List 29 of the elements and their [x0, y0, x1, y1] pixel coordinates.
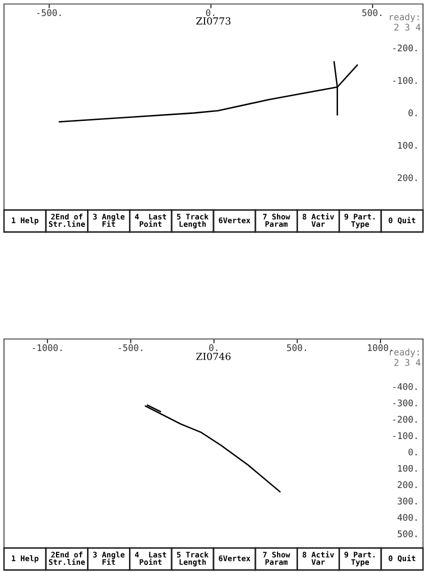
annotation: 2 3 4	[394, 359, 420, 366]
y-tick-label: -100.	[393, 76, 417, 84]
text: ZI0773	[196, 17, 230, 25]
y-tick-label: 500.	[398, 530, 417, 538]
y-tick-label: -200.	[393, 416, 417, 423]
x-tick-label: 0.	[209, 344, 218, 352]
y-tick-label: 0.	[408, 448, 417, 456]
y-tick-label: -400.	[393, 383, 417, 390]
x-tick-label: -500.	[37, 9, 61, 16]
x-tick-label: 0.	[206, 9, 214, 16]
y-tick-label: -200.	[393, 44, 417, 52]
y-tick-label: -100.	[393, 432, 417, 440]
x-tick-label: -1000.	[32, 344, 62, 352]
y-tick-label: 200.	[398, 481, 417, 488]
y-tick-label: 100.	[398, 464, 417, 472]
y-tick-label: 0.	[408, 109, 417, 116]
y-tick-label: 100.	[398, 142, 417, 149]
x-tick-label: -500.	[118, 344, 142, 352]
x-tick-label: 500.	[362, 9, 382, 16]
y-tick-label: 200.	[398, 174, 417, 182]
x-tick-label: 500.	[287, 344, 306, 352]
y-tick-label: 300.	[398, 498, 417, 504]
y-tick-label: 400.	[398, 514, 417, 521]
x-tick-label: 1000.	[368, 344, 392, 352]
y-tick-label: -300.	[393, 400, 417, 406]
annotation: ready:	[390, 13, 419, 22]
annotation: 2 3 4	[394, 24, 420, 31]
annotation: ready:	[390, 348, 419, 358]
text: ZI0746	[196, 352, 231, 360]
